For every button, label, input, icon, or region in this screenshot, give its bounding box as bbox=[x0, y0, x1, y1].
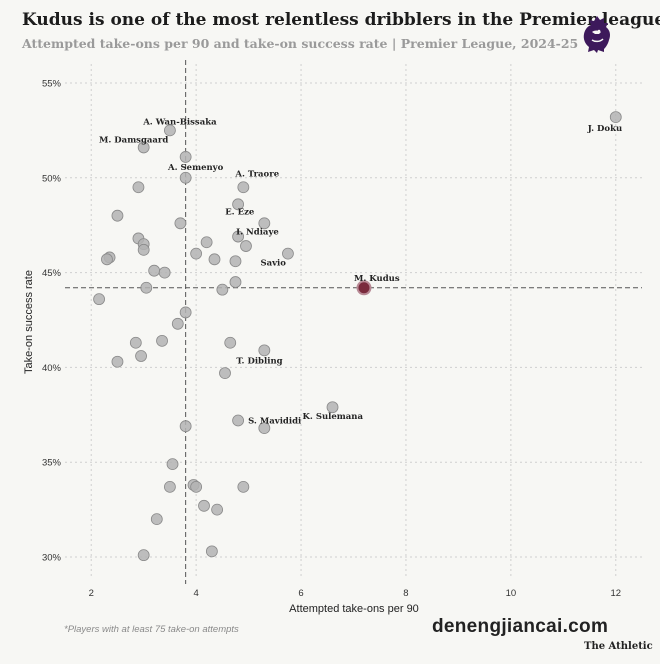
data-point bbox=[282, 247, 294, 260]
data-point bbox=[111, 355, 124, 368]
data-point bbox=[148, 264, 161, 277]
data-point bbox=[200, 236, 213, 249]
data-point bbox=[229, 276, 242, 288]
point-label: K. Sulemana bbox=[303, 412, 364, 422]
data-point bbox=[240, 240, 252, 252]
footnote: *Players with at least 75 take-on attemp… bbox=[64, 624, 239, 635]
data-point bbox=[198, 499, 210, 512]
data-point bbox=[156, 334, 168, 347]
data-point bbox=[137, 243, 150, 256]
data-point bbox=[137, 549, 150, 562]
y-axis-label: Take-on success rate bbox=[23, 270, 35, 374]
point-label: S. Mavididi bbox=[248, 417, 302, 427]
y-tick-label: 45% bbox=[42, 268, 62, 279]
grid-lines bbox=[65, 64, 642, 576]
data-point bbox=[216, 283, 229, 296]
x-axis-label: Attempted take-ons per 90 bbox=[289, 603, 419, 615]
chart-title: Kudus is one of the most relentless drib… bbox=[22, 10, 660, 30]
data-point bbox=[164, 480, 176, 493]
data-points bbox=[93, 111, 622, 562]
point-label: M. Kudus bbox=[354, 274, 400, 284]
x-tick-label: 10 bbox=[506, 588, 517, 599]
point-label: T. Dibling bbox=[236, 356, 282, 366]
data-point bbox=[232, 414, 245, 427]
publisher-logo: The Athletic bbox=[584, 641, 653, 652]
y-tick-label: 50% bbox=[42, 173, 62, 184]
data-point bbox=[101, 253, 113, 266]
data-point bbox=[232, 198, 245, 211]
point-label: E. Eze bbox=[225, 207, 255, 217]
point-label: A. Wan-Bissaka bbox=[142, 117, 217, 127]
average-lines bbox=[65, 60, 642, 584]
data-point bbox=[179, 171, 192, 184]
data-point bbox=[205, 545, 218, 558]
data-point bbox=[164, 124, 176, 137]
point-label: I. Ndiaye bbox=[236, 228, 279, 238]
data-point bbox=[190, 480, 203, 493]
point-labels: J. Doku M. Kudus A. Wan-Bissaka M. Damsgaar… bbox=[99, 117, 622, 426]
data-point bbox=[174, 217, 187, 230]
data-point bbox=[137, 141, 150, 154]
data-point bbox=[237, 181, 250, 194]
data-point bbox=[179, 306, 192, 319]
x-tick-label: 6 bbox=[298, 588, 303, 599]
data-point bbox=[326, 401, 339, 414]
y-tick-label: 30% bbox=[42, 553, 62, 564]
x-tick-label: 2 bbox=[89, 588, 94, 599]
x-tick-label: 8 bbox=[403, 588, 408, 599]
data-point bbox=[179, 151, 192, 163]
point-label: A. Semenyo bbox=[167, 163, 224, 173]
data-point bbox=[219, 367, 231, 379]
data-point bbox=[111, 209, 124, 222]
y-tick-label: 35% bbox=[42, 458, 62, 469]
data-point bbox=[93, 293, 105, 306]
chart-subtitle: Attempted take-ons per 90 and take-on su… bbox=[22, 36, 579, 51]
data-point bbox=[179, 420, 192, 433]
data-point bbox=[208, 253, 221, 266]
data-point bbox=[132, 181, 145, 194]
data-point bbox=[129, 336, 142, 349]
data-point bbox=[609, 111, 622, 123]
y-tick-label: 55% bbox=[42, 78, 62, 89]
data-point bbox=[140, 281, 153, 294]
data-point bbox=[258, 344, 271, 357]
data-point bbox=[211, 503, 224, 516]
data-point bbox=[150, 513, 163, 526]
point-label: Savio bbox=[260, 259, 286, 269]
y-tick-label: 40% bbox=[42, 363, 62, 374]
highlight-point bbox=[356, 280, 372, 296]
data-point bbox=[166, 458, 179, 471]
premier-league-lion-icon bbox=[583, 16, 610, 53]
data-point bbox=[229, 255, 242, 268]
data-point bbox=[158, 266, 171, 279]
data-point bbox=[237, 480, 250, 493]
data-point bbox=[190, 247, 203, 260]
data-point bbox=[135, 350, 147, 362]
x-tick-label: 12 bbox=[610, 588, 621, 599]
point-label: M. Damsgaard bbox=[99, 135, 168, 145]
data-point bbox=[258, 422, 271, 434]
watermark: denengjiancai.com bbox=[432, 616, 609, 637]
data-point bbox=[224, 336, 237, 349]
data-point bbox=[258, 217, 271, 230]
data-point bbox=[171, 317, 184, 330]
data-point bbox=[232, 230, 245, 243]
x-tick-label: 4 bbox=[193, 588, 198, 599]
point-label: A. Traore bbox=[234, 169, 279, 179]
tick-labels: 2 4 6 8 10 12 30% 35% 40% 45% 50% 55% bbox=[42, 78, 621, 599]
point-label: J. Doku bbox=[587, 124, 622, 134]
